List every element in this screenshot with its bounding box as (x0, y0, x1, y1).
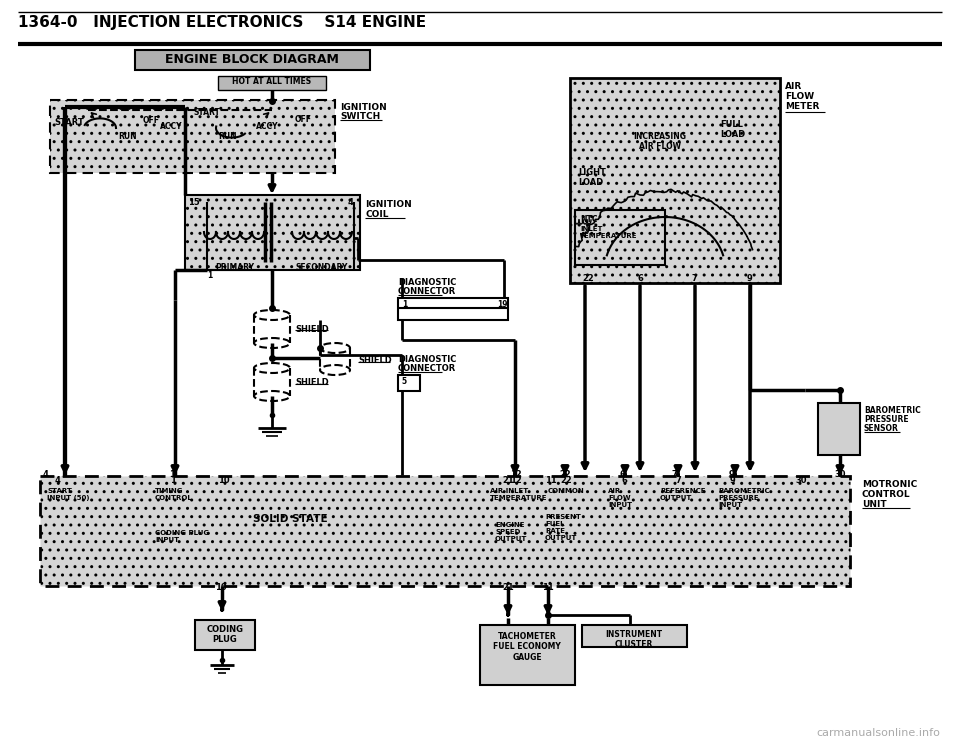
Text: 7: 7 (692, 274, 698, 283)
Text: CONTROL: CONTROL (862, 490, 911, 499)
Text: LIGHT
LOAD: LIGHT LOAD (578, 168, 606, 187)
Text: carmanualsonline.info: carmanualsonline.info (816, 728, 940, 738)
Text: SHIELD: SHIELD (295, 325, 328, 334)
Text: 22: 22 (582, 274, 593, 283)
Text: 12: 12 (510, 470, 521, 479)
Text: BAROMETRIC: BAROMETRIC (864, 406, 921, 415)
Text: START
INPUT (50): START INPUT (50) (47, 488, 89, 501)
Text: OFF: OFF (295, 115, 312, 124)
Text: 22: 22 (560, 476, 572, 485)
Bar (582, 625, 687, 647)
Text: ACCY: ACCY (256, 122, 278, 131)
Text: 30: 30 (795, 476, 806, 485)
Text: 4: 4 (348, 198, 354, 207)
Text: COIL: COIL (365, 210, 389, 219)
Text: 4: 4 (55, 476, 60, 485)
Text: METER: METER (785, 102, 820, 111)
Text: 4: 4 (43, 470, 49, 479)
Text: 30: 30 (834, 470, 846, 479)
Text: FLOW: FLOW (785, 92, 814, 101)
Text: START: START (54, 118, 84, 127)
Bar (135, 50, 370, 70)
Bar (218, 76, 326, 90)
Text: INSTRUMENT
CLUSTER: INSTRUMENT CLUSTER (606, 630, 662, 650)
Text: ENGINE BLOCK DIAGRAM: ENGINE BLOCK DIAGRAM (165, 53, 339, 66)
Text: RUN: RUN (218, 132, 236, 141)
Text: 6: 6 (620, 470, 626, 479)
Text: UNIT: UNIT (862, 500, 887, 509)
Text: AIR: AIR (785, 82, 803, 91)
Text: BAROMETRIC
PRESSURE
INPUT: BAROMETRIC PRESSURE INPUT (718, 488, 770, 508)
Text: CONNECTOR: CONNECTOR (398, 364, 456, 373)
Text: 5: 5 (401, 377, 406, 386)
Text: CODING
PLUG: CODING PLUG (206, 625, 244, 645)
Text: 15: 15 (188, 198, 200, 207)
Text: DIAGNOSTIC: DIAGNOSTIC (398, 278, 456, 287)
Text: 12: 12 (510, 476, 521, 485)
Bar (398, 375, 420, 391)
Text: INLET
TEMPERATURE: INLET TEMPERATURE (580, 226, 637, 239)
Text: 6: 6 (622, 476, 628, 485)
Bar (50, 100, 335, 173)
Text: 21: 21 (502, 476, 514, 485)
Text: SOLID STATE: SOLID STATE (252, 514, 327, 524)
Text: TIMING
CONTROL: TIMING CONTROL (155, 488, 193, 501)
Text: SENSOR: SENSOR (864, 424, 899, 433)
Text: IGNITION: IGNITION (365, 200, 412, 209)
Text: 1: 1 (170, 476, 176, 485)
Text: AIR
FLOW
INPUT: AIR FLOW INPUT (608, 488, 632, 508)
Text: RUN: RUN (118, 132, 136, 141)
Text: 1: 1 (402, 300, 407, 309)
Bar (570, 78, 780, 283)
Text: 9: 9 (729, 470, 734, 479)
Text: ACCY: ACCY (160, 122, 182, 131)
Text: 1: 1 (207, 271, 212, 280)
Text: CODING PLUG
INPUT: CODING PLUG INPUT (155, 530, 209, 543)
Text: HOT AT ALL TIMES: HOT AT ALL TIMES (232, 77, 312, 86)
Text: 11: 11 (545, 476, 557, 485)
Text: FULL
LOAD: FULL LOAD (720, 120, 745, 140)
Text: PRIMARY: PRIMARY (215, 263, 254, 272)
Text: NTC: NTC (580, 215, 597, 224)
Text: PRESSURE: PRESSURE (864, 415, 908, 424)
Bar (480, 625, 575, 685)
Text: 9: 9 (747, 274, 753, 283)
Text: CONNECTOR: CONNECTOR (398, 287, 456, 296)
Text: COMMON: COMMON (548, 488, 585, 494)
Text: REFERENCE
OUTPUT: REFERENCE OUTPUT (660, 488, 706, 501)
Text: AIR INLET
TEMPERATURE: AIR INLET TEMPERATURE (490, 488, 547, 501)
Text: 10: 10 (218, 476, 229, 485)
Bar (195, 620, 255, 650)
Bar (185, 195, 360, 270)
Text: ENGINE
SPEED
OUTPUT: ENGINE SPEED OUTPUT (495, 522, 527, 542)
Text: MOTRONIC: MOTRONIC (862, 480, 917, 489)
Text: TACHOMETER
FUEL ECONOMY
GAUGE: TACHOMETER FUEL ECONOMY GAUGE (493, 632, 561, 662)
Text: SECONDARY: SECONDARY (295, 263, 348, 272)
Text: SHIELD: SHIELD (295, 378, 328, 387)
Text: DIAGNOSTIC: DIAGNOSTIC (398, 355, 456, 364)
Text: INCREASING
AIR FLOW: INCREASING AIR FLOW (634, 132, 686, 151)
Bar (40, 476, 850, 586)
Text: OFF: OFF (143, 116, 160, 125)
Text: 7: 7 (672, 470, 678, 479)
Bar (818, 403, 860, 455)
Text: START: START (193, 108, 220, 117)
Text: 9: 9 (730, 476, 735, 485)
Text: 22: 22 (559, 470, 571, 479)
Text: SHIELD: SHIELD (358, 356, 392, 365)
Text: PRESENT
FUEL
RATE
OUTPUT: PRESENT FUEL RATE OUTPUT (545, 514, 581, 541)
Text: 1364-0   INJECTION ELECTRONICS    S14 ENGINE: 1364-0 INJECTION ELECTRONICS S14 ENGINE (18, 15, 426, 30)
Text: 11: 11 (542, 583, 554, 592)
Text: 21: 21 (502, 583, 514, 592)
Text: SWITCH: SWITCH (340, 112, 380, 121)
Text: 10: 10 (215, 583, 227, 592)
Text: 7: 7 (675, 476, 681, 485)
Text: IGNITION: IGNITION (340, 103, 387, 112)
Text: 6: 6 (637, 274, 643, 283)
Text: 19: 19 (497, 300, 508, 309)
Bar (575, 210, 665, 265)
Text: 1: 1 (169, 470, 175, 479)
Bar (398, 298, 508, 320)
